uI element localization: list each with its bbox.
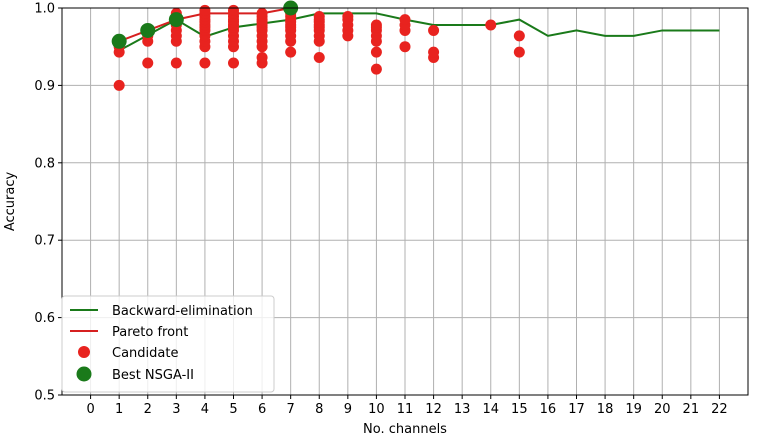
series-candidate — [113, 4, 525, 91]
legend: Backward-elimination Pareto front Candid… — [61, 295, 275, 393]
x-tick-label: 22 — [711, 402, 728, 417]
x-tick-label: 17 — [568, 402, 585, 417]
candidate-point — [228, 57, 239, 69]
candidate-point — [256, 52, 268, 64]
x-tick-label: 10 — [368, 402, 385, 417]
x-tick-label: 12 — [425, 402, 442, 417]
candidate-point — [199, 4, 211, 16]
legend-label-backward-elimination: Backward-elimination — [112, 304, 253, 319]
x-tick-label: 19 — [625, 402, 642, 417]
x-tick-label: 8 — [315, 402, 323, 417]
candidate-point — [199, 57, 211, 69]
x-tick-label: 13 — [454, 402, 471, 417]
legend-label-candidate: Candidate — [112, 346, 178, 361]
best-nsga-ii-point — [168, 12, 184, 28]
candidate-point — [170, 57, 182, 69]
x-tick-label: 16 — [540, 402, 557, 417]
x-tick-label: 20 — [654, 402, 671, 417]
y-tick-label: 0.5 — [34, 389, 55, 404]
candidate-point — [428, 24, 440, 36]
candidate-point — [142, 57, 154, 69]
y-axis-label: Accuracy — [3, 172, 18, 232]
x-axis-label: No. channels — [363, 422, 447, 437]
y-tick-label: 0.9 — [34, 79, 55, 94]
candidate-point — [513, 46, 525, 58]
x-tick-label: 6 — [258, 402, 266, 417]
x-tick-label: 4 — [201, 402, 209, 417]
candidate-point — [285, 46, 297, 58]
x-tick-label: 5 — [229, 402, 237, 417]
best-nsga-ii-point — [140, 22, 156, 38]
series-backward-elimination — [118, 12, 720, 52]
candidate-point — [256, 7, 268, 19]
candidate-point — [428, 46, 440, 58]
candidate-point — [399, 14, 411, 26]
x-tick-label: 1 — [115, 402, 123, 417]
candidate-point — [370, 19, 382, 31]
best-nsga-ii-point — [111, 33, 127, 49]
legend-label-best-nsga-ii: Best NSGA-II — [112, 368, 194, 383]
y-tick-label: 0.7 — [34, 234, 55, 249]
x-tick-label: 0 — [86, 402, 94, 417]
candidate-point — [370, 46, 382, 58]
legend-box — [61, 295, 275, 393]
candidate-point — [313, 52, 325, 64]
candidate-point — [513, 30, 525, 42]
x-tick-label: 7 — [287, 402, 295, 417]
legend-marker-candidate — [78, 346, 90, 358]
candidate-point — [113, 79, 125, 91]
x-tick-label: 3 — [172, 402, 180, 417]
series-layer — [111, 0, 720, 91]
x-tick-label: 11 — [397, 402, 414, 417]
backward-elimination-line — [118, 12, 720, 52]
candidate-point — [399, 41, 411, 53]
x-tick-label: 15 — [511, 402, 528, 417]
ticks: 0 1 2 3 4 5 6 7 8 9 10 11 12 13 14 15 16 17 18 19 20 21 220.50… — [34, 2, 727, 418]
legend-label-pareto-front: Pareto front — [112, 325, 188, 340]
x-tick-label: 18 — [597, 402, 614, 417]
y-tick-label: 1.0 — [34, 2, 55, 17]
candidate-point — [485, 19, 497, 31]
y-tick-label: 0.6 — [34, 311, 55, 326]
x-tick-label: 9 — [344, 402, 352, 417]
candidate-point — [313, 11, 325, 23]
candidate-point — [370, 63, 382, 75]
x-tick-label: 2 — [144, 402, 152, 417]
y-tick-label: 0.8 — [34, 156, 55, 171]
legend-marker-best-nsga-ii — [76, 366, 92, 382]
x-tick-label: 14 — [482, 402, 499, 417]
candidate-point — [228, 4, 239, 16]
series-best-nsga-ii — [111, 0, 299, 49]
candidate-point — [342, 11, 354, 23]
x-tick-label: 21 — [683, 402, 700, 417]
